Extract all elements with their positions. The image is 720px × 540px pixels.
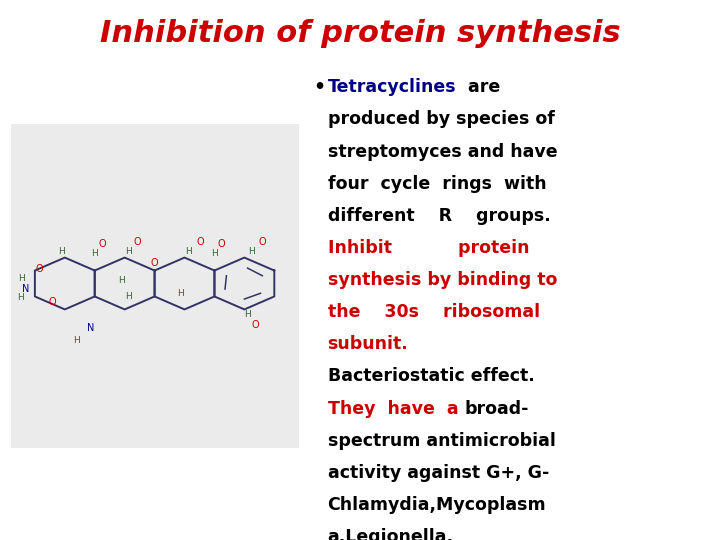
Text: They  have  a: They have a — [328, 400, 464, 417]
Text: Inhibit           protein: Inhibit protein — [328, 239, 529, 257]
Text: O: O — [258, 238, 266, 247]
Text: O: O — [218, 239, 225, 249]
Text: broad-: broad- — [464, 400, 528, 417]
Text: Inhibition of protein synthesis: Inhibition of protein synthesis — [99, 19, 621, 48]
Text: H: H — [117, 276, 125, 285]
Text: H: H — [245, 310, 251, 319]
Text: subunit.: subunit. — [328, 335, 408, 353]
Text: N: N — [87, 323, 95, 333]
Text: spectrum antimicrobial: spectrum antimicrobial — [328, 432, 555, 450]
Text: different    R    groups.: different R groups. — [328, 207, 550, 225]
Text: streptomyces and have: streptomyces and have — [328, 143, 557, 160]
Text: Bacteriostatic effect.: Bacteriostatic effect. — [328, 367, 534, 386]
Text: Tetracyclines: Tetracyclines — [328, 78, 456, 96]
Text: H: H — [18, 274, 25, 282]
Text: H: H — [125, 292, 132, 301]
Text: O: O — [197, 238, 204, 247]
Text: O: O — [36, 264, 43, 274]
Text: H: H — [211, 249, 218, 258]
Text: are: are — [456, 78, 500, 96]
Text: the    30s    ribosomal: the 30s ribosomal — [328, 303, 540, 321]
Text: N: N — [22, 284, 29, 294]
Text: Chlamydia,Mycoplasm: Chlamydia,Mycoplasm — [328, 496, 546, 514]
Text: synthesis by binding to: synthesis by binding to — [328, 271, 557, 289]
FancyBboxPatch shape — [11, 124, 299, 448]
Text: •: • — [313, 78, 325, 97]
Text: O: O — [98, 239, 106, 249]
Text: H: H — [91, 249, 98, 258]
Text: O: O — [251, 320, 259, 329]
Text: four  cycle  rings  with: four cycle rings with — [328, 175, 546, 193]
Text: activity against G+, G-: activity against G+, G- — [328, 464, 549, 482]
Text: O: O — [150, 258, 158, 267]
Text: O: O — [48, 296, 55, 307]
Text: H: H — [17, 293, 24, 301]
Text: H: H — [125, 247, 132, 255]
Text: H: H — [73, 336, 80, 345]
Text: O: O — [134, 238, 141, 247]
Text: H: H — [248, 247, 255, 255]
Text: H: H — [185, 247, 192, 255]
Text: H: H — [178, 289, 184, 299]
Text: H: H — [58, 247, 65, 255]
Text: a,Legionella.: a,Legionella. — [328, 528, 454, 540]
Text: produced by species of: produced by species of — [328, 111, 554, 129]
